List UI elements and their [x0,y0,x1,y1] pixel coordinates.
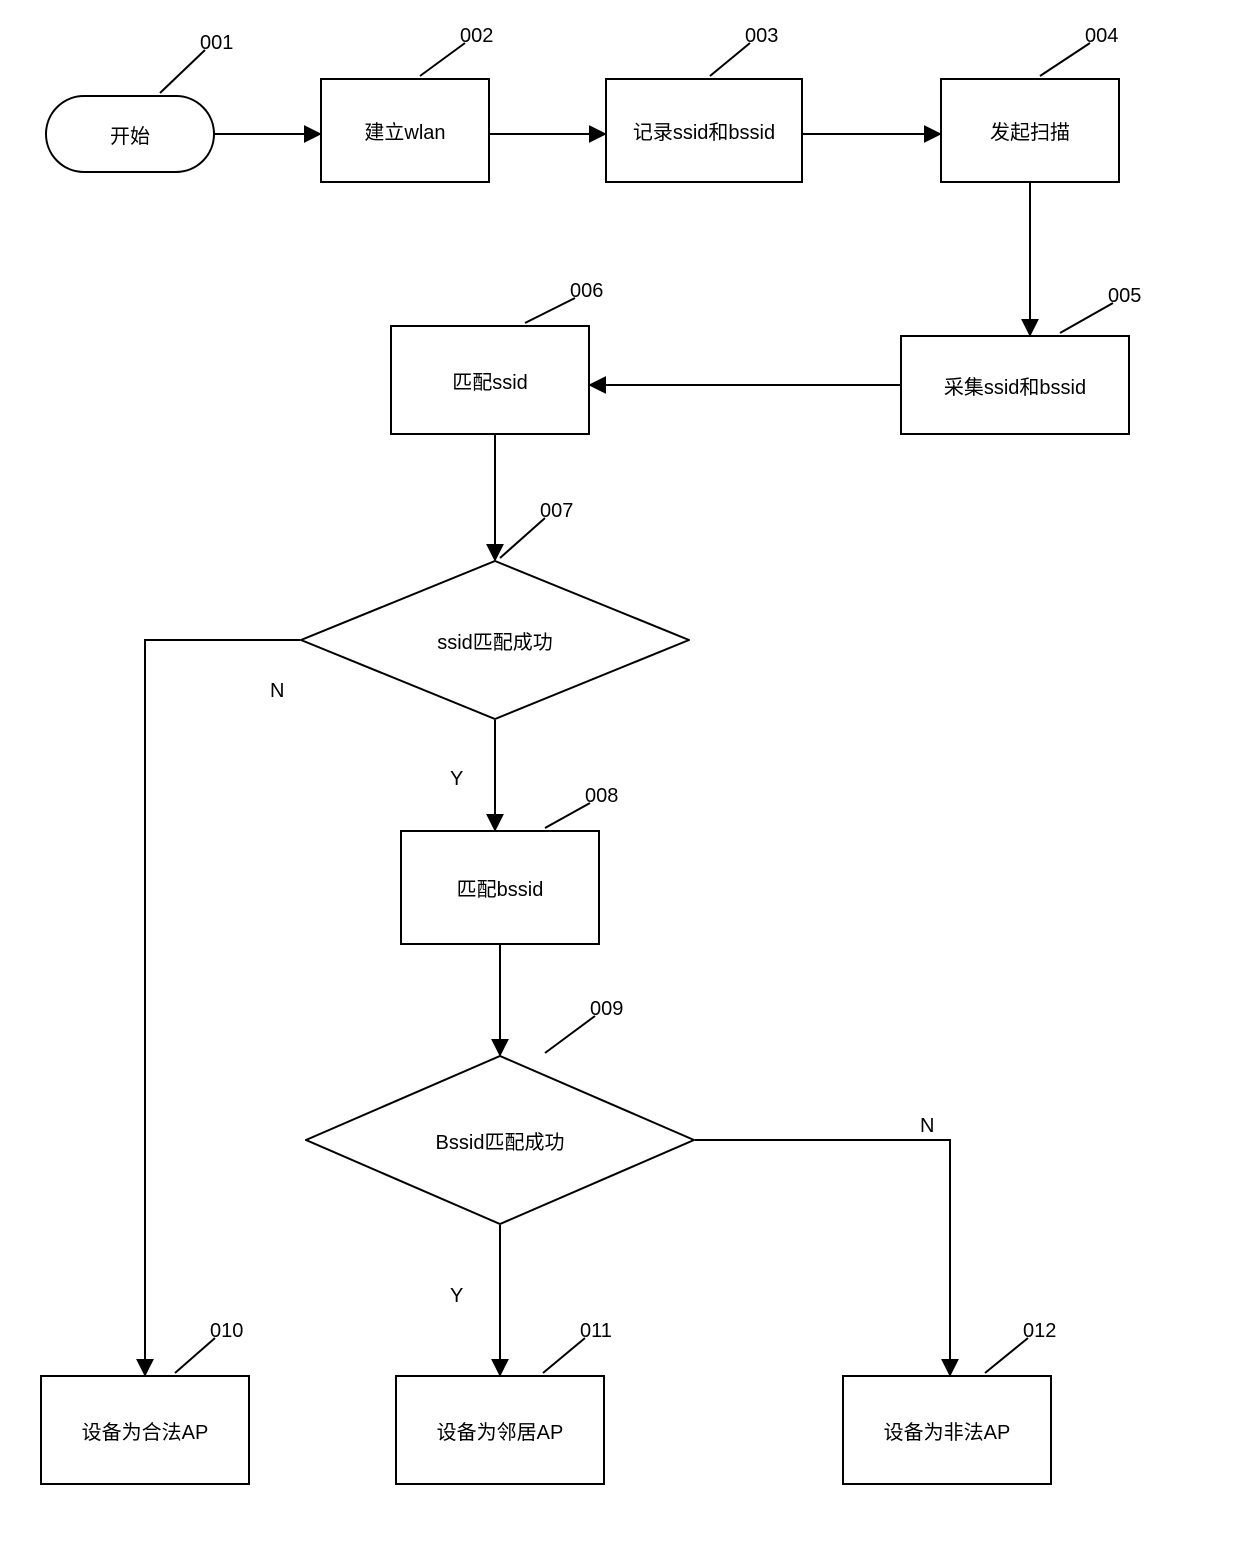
callout-label: 002 [460,25,493,48]
node-label: 采集ssid和bssid [944,371,1086,400]
node-label: Bssid匹配成功 [305,1055,695,1225]
process-n003: 记录ssid和bssid [605,78,803,183]
callout-label: 001 [200,32,233,55]
node-label: 设备为合法AP [82,1416,209,1445]
callout-line [1040,43,1090,76]
callout-label: 010 [210,1320,243,1343]
decision-n009: Bssid匹配成功 [305,1055,695,1225]
callout-label: 009 [590,998,623,1021]
edge-label: Y [450,1285,463,1308]
callout-line [1060,303,1113,333]
callout-label: 007 [540,500,573,523]
process-n010: 设备为合法AP [40,1375,250,1485]
callout-label: 012 [1023,1320,1056,1343]
callout-label: 008 [585,785,618,808]
callout-line [710,43,750,76]
process-n004: 发起扫描 [940,78,1120,183]
process-n008: 匹配bssid [400,830,600,945]
edge [695,1140,950,1375]
callout-line [420,43,465,76]
callout-label: 011 [580,1320,612,1343]
process-n005: 采集ssid和bssid [900,335,1130,435]
process-n002: 建立wlan [320,78,490,183]
callout-label: 003 [745,25,778,48]
node-label: 记录ssid和bssid [633,116,775,145]
node-label: 匹配bssid [457,873,544,902]
callout-line [543,1338,585,1373]
node-label: 建立wlan [364,116,445,145]
callout-line [525,298,575,323]
terminal-n001: 开始 [45,95,215,173]
callout-label: 006 [570,280,603,303]
node-label: ssid匹配成功 [300,560,690,720]
edge-label: Y [450,768,463,791]
edge-label: N [920,1115,934,1138]
node-label: 开始 [110,120,150,149]
node-label: 匹配ssid [452,366,528,395]
process-n012: 设备为非法AP [842,1375,1052,1485]
node-label: 设备为非法AP [884,1416,1011,1445]
edge [145,640,300,1375]
callout-line [160,50,205,93]
callout-line [500,518,545,558]
process-n006: 匹配ssid [390,325,590,435]
edge-label: N [270,680,284,703]
callout-line [175,1338,215,1373]
callout-label: 004 [1085,25,1118,48]
node-label: 发起扫描 [990,116,1070,145]
process-n011: 设备为邻居AP [395,1375,605,1485]
decision-n007: ssid匹配成功 [300,560,690,720]
callout-line [985,1338,1028,1373]
node-label: 设备为邻居AP [437,1416,564,1445]
callout-label: 005 [1108,285,1141,308]
callout-line [545,803,590,828]
callout-line [545,1016,595,1053]
